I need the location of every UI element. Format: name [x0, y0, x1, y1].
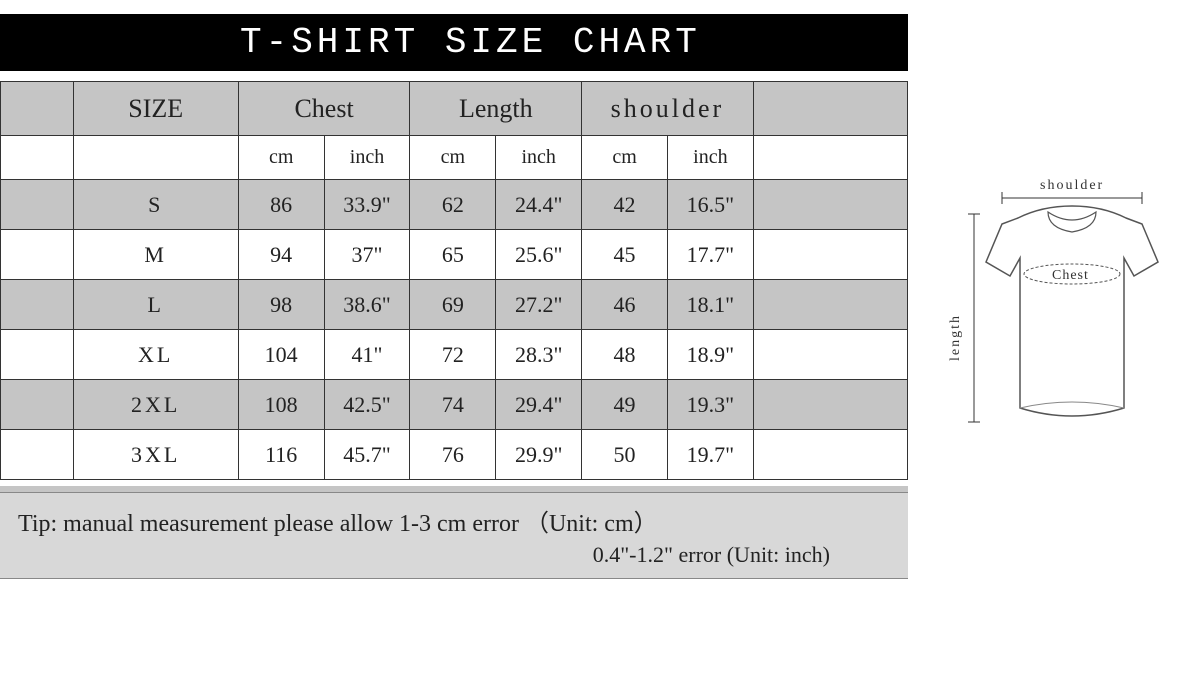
header-row: SIZE Chest Length shoulder	[1, 82, 908, 136]
cell-chest-in: 38.6"	[324, 280, 410, 330]
cell-len-in: 29.9"	[496, 430, 582, 480]
size-table: SIZE Chest Length shoulder cm inch cm in…	[0, 81, 908, 480]
unit-cm: cm	[582, 136, 668, 180]
col-length: Length	[410, 82, 582, 136]
table-row: XL10441"7228.3"4818.9"	[1, 330, 908, 380]
cell-len-in: 27.2"	[496, 280, 582, 330]
tip-box: Tip: manual measurement please allow 1-3…	[0, 492, 908, 579]
unit-inch: inch	[496, 136, 582, 180]
cell-chest-cm: 98	[238, 280, 324, 330]
diagram-label-shoulder: shoulder	[1040, 178, 1104, 194]
cell-sh-in: 19.3"	[667, 380, 753, 430]
unit-row: cm inch cm inch cm inch	[1, 136, 908, 180]
cell-len-cm: 65	[410, 230, 496, 280]
cell-len-cm: 72	[410, 330, 496, 380]
diagram-label-chest: Chest	[1052, 268, 1089, 284]
cell-len-in: 28.3"	[496, 330, 582, 380]
table-row: L9838.6"6927.2"4618.1"	[1, 280, 908, 330]
col-shoulder: shoulder	[582, 82, 754, 136]
cell-sh-cm: 48	[582, 330, 668, 380]
cell-size: 3XL	[73, 430, 238, 480]
cell-sh-cm: 50	[582, 430, 668, 480]
cell-sh-in: 17.7"	[667, 230, 753, 280]
cell-sh-in: 18.9"	[667, 330, 753, 380]
col-chest: Chest	[238, 82, 410, 136]
cell-sh-cm: 45	[582, 230, 668, 280]
cell-len-in: 24.4"	[496, 180, 582, 230]
cell-chest-in: 37"	[324, 230, 410, 280]
cell-sh-cm: 49	[582, 380, 668, 430]
cell-chest-in: 33.9"	[324, 180, 410, 230]
table-row: 3XL11645.7"7629.9"5019.7"	[1, 430, 908, 480]
col-size: SIZE	[73, 82, 238, 136]
table-row: 2XL10842.5"7429.4"4919.3"	[1, 380, 908, 430]
unit-inch: inch	[667, 136, 753, 180]
unit-inch: inch	[324, 136, 410, 180]
tip-line-1: Tip: manual measurement please allow 1-3…	[18, 503, 890, 538]
cell-size: L	[73, 280, 238, 330]
cell-sh-cm: 42	[582, 180, 668, 230]
cell-len-in: 25.6"	[496, 230, 582, 280]
tip-line-2: 0.4"-1.2" error (Unit: inch)	[18, 542, 890, 568]
cell-len-cm: 74	[410, 380, 496, 430]
cell-chest-cm: 108	[238, 380, 324, 430]
cell-len-cm: 69	[410, 280, 496, 330]
table-row: S8633.9"6224.4"4216.5"	[1, 180, 908, 230]
chart-title: T-SHIRT SIZE CHART	[0, 14, 908, 71]
cell-size: M	[73, 230, 238, 280]
diagram-label-length: length	[948, 314, 964, 361]
cell-sh-in: 18.1"	[667, 280, 753, 330]
cell-chest-in: 42.5"	[324, 380, 410, 430]
cell-chest-in: 45.7"	[324, 430, 410, 480]
cell-size: XL	[73, 330, 238, 380]
cell-sh-cm: 46	[582, 280, 668, 330]
size-table-container: SIZE Chest Length shoulder cm inch cm in…	[0, 81, 908, 480]
table-row: M9437"6525.6"4517.7"	[1, 230, 908, 280]
cell-chest-in: 41"	[324, 330, 410, 380]
unit-cm: cm	[238, 136, 324, 180]
cell-chest-cm: 94	[238, 230, 324, 280]
cell-sh-in: 19.7"	[667, 430, 753, 480]
cell-chest-cm: 86	[238, 180, 324, 230]
cell-chest-cm: 104	[238, 330, 324, 380]
cell-size: S	[73, 180, 238, 230]
cell-sh-in: 16.5"	[667, 180, 753, 230]
cell-len-in: 29.4"	[496, 380, 582, 430]
cell-size: 2XL	[73, 380, 238, 430]
cell-len-cm: 62	[410, 180, 496, 230]
tshirt-diagram: shoulder Chest length	[930, 184, 1170, 444]
cell-len-cm: 76	[410, 430, 496, 480]
cell-chest-cm: 116	[238, 430, 324, 480]
unit-cm: cm	[410, 136, 496, 180]
